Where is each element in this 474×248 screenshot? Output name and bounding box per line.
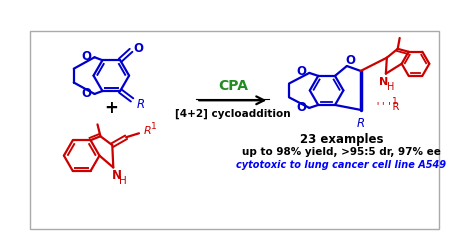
Text: 1: 1 [151, 122, 156, 131]
Text: +: + [104, 99, 118, 117]
Text: O: O [82, 50, 91, 63]
Text: H: H [119, 176, 127, 186]
Text: up to 98% yield, >95:5 dr, 97% ee: up to 98% yield, >95:5 dr, 97% ee [242, 147, 441, 157]
Text: '''R: '''R [374, 102, 400, 112]
Text: O: O [296, 65, 306, 78]
Text: R: R [144, 126, 152, 136]
Text: [4+2] cycloaddition: [4+2] cycloaddition [175, 109, 291, 119]
Text: O: O [296, 101, 306, 114]
Text: N: N [379, 77, 389, 87]
Text: O: O [133, 42, 143, 55]
FancyBboxPatch shape [30, 31, 439, 229]
Text: R: R [356, 117, 365, 130]
Text: CPA: CPA [218, 79, 248, 93]
Text: O: O [346, 54, 356, 66]
Text: O: O [82, 88, 91, 100]
Text: cytotoxic to lung cancer cell line A549: cytotoxic to lung cancer cell line A549 [237, 160, 447, 170]
Text: H: H [387, 82, 394, 93]
Text: 1: 1 [392, 97, 398, 106]
Text: N: N [112, 169, 122, 182]
Text: 23 examples: 23 examples [300, 133, 383, 146]
Text: R: R [137, 98, 145, 111]
